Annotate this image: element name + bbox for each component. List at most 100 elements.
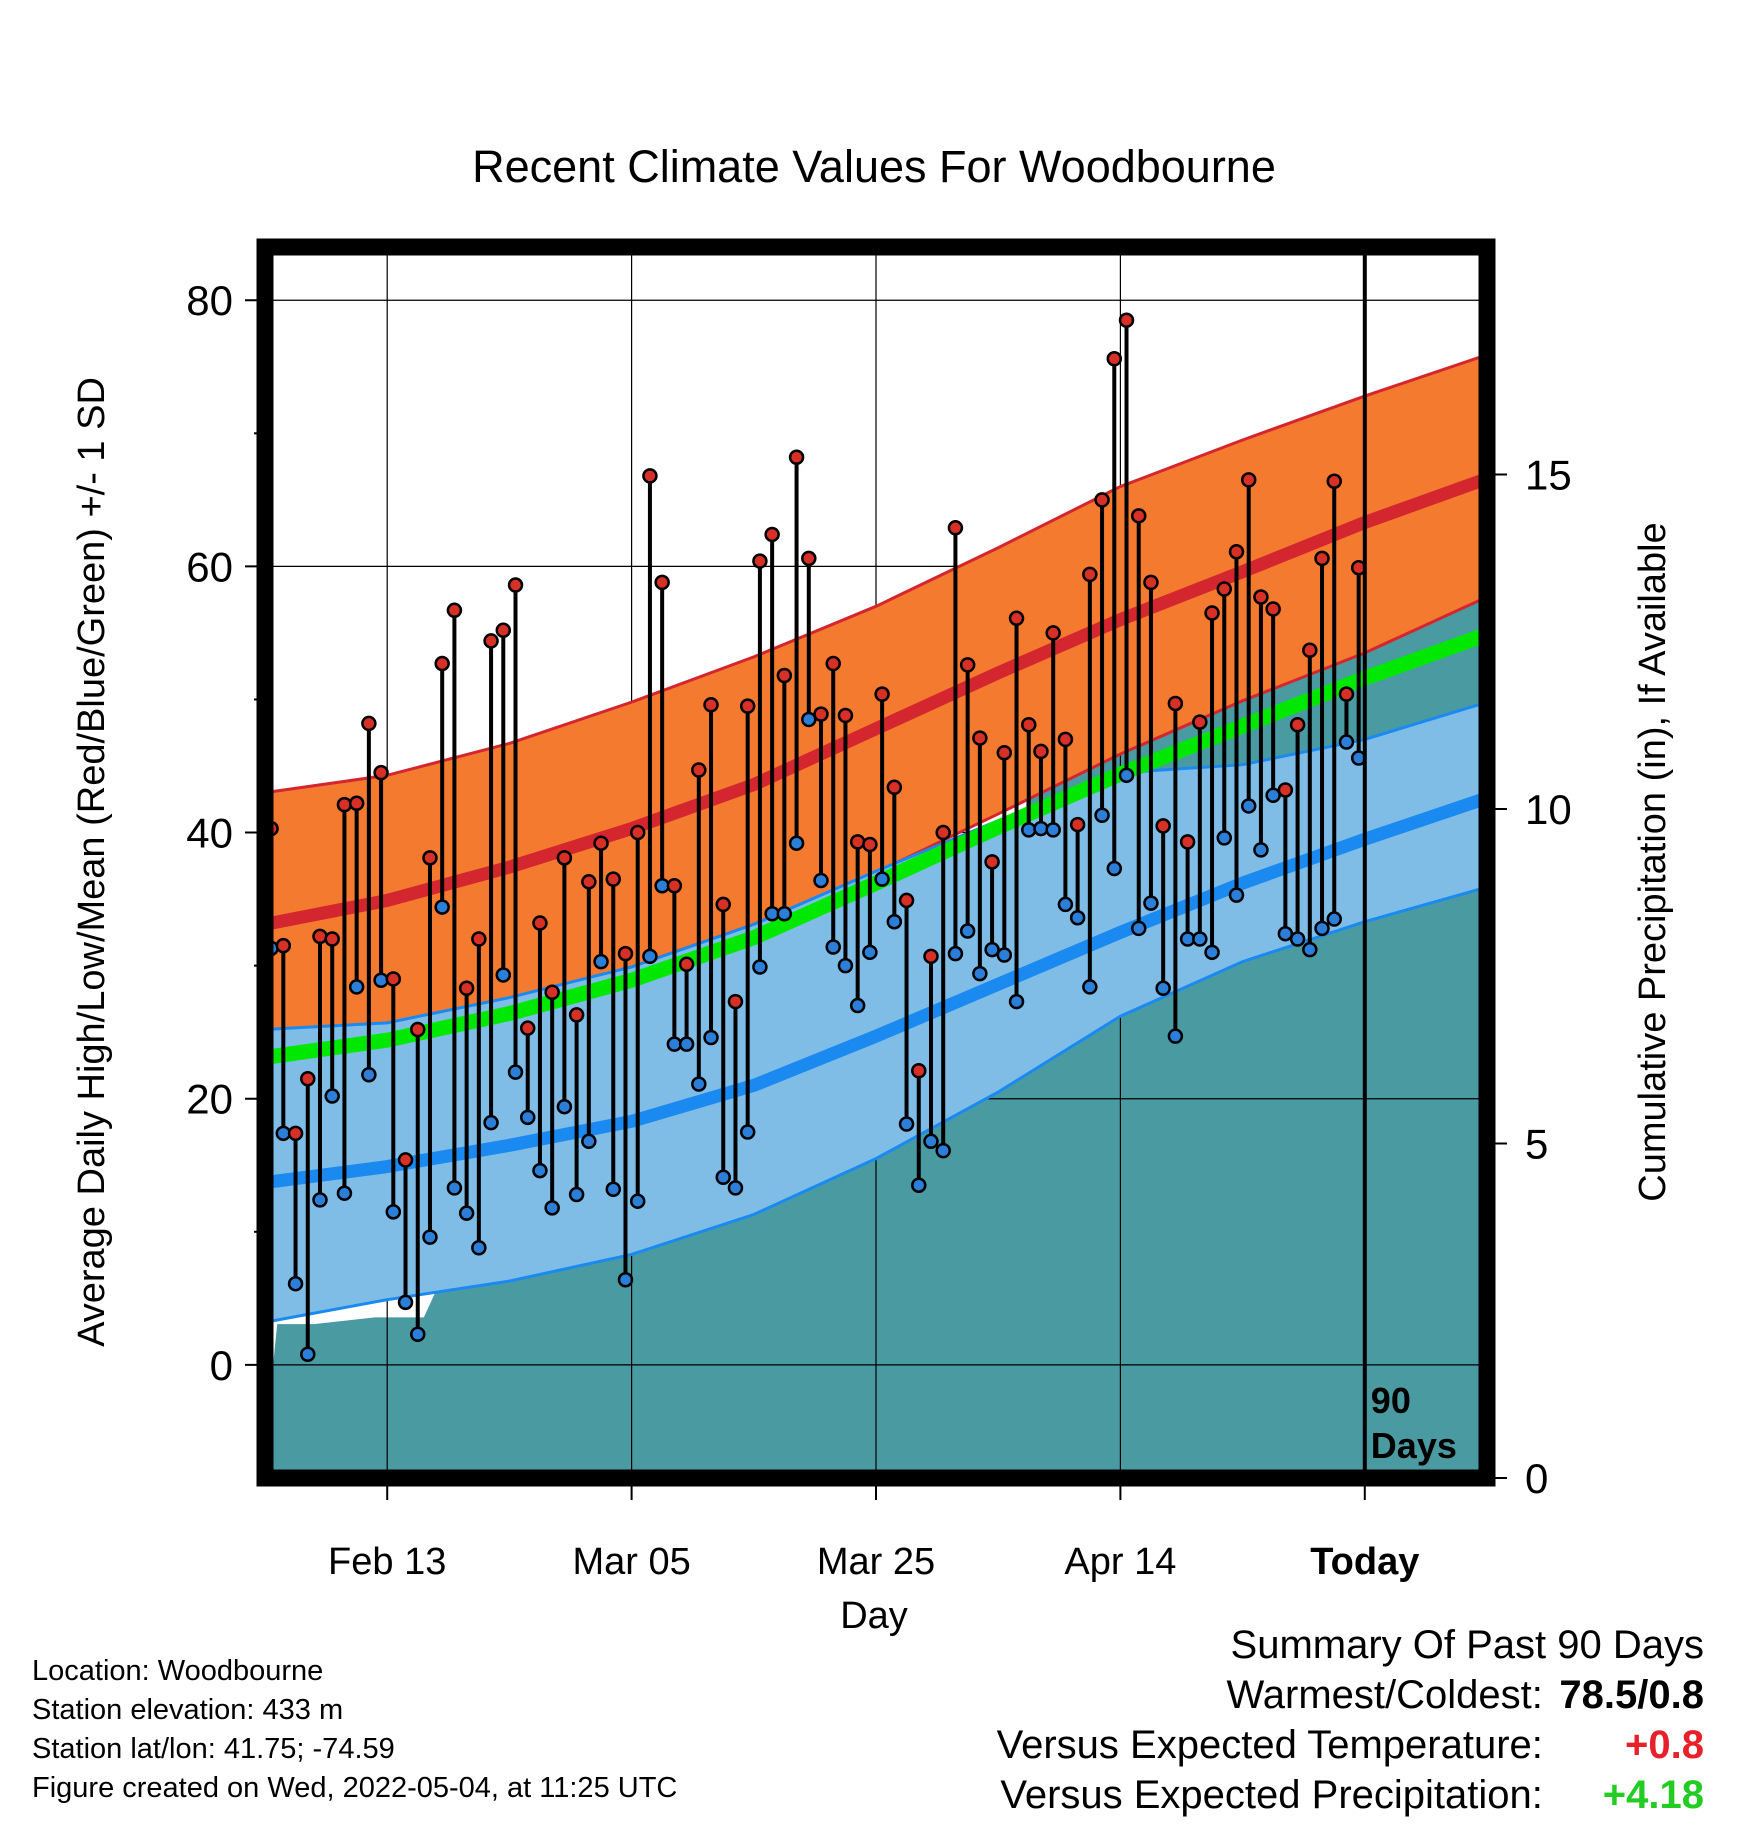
daily-low-point (642, 948, 658, 965)
daily-low-point (862, 944, 878, 961)
daily-low-point (911, 1177, 927, 1193)
daily-low-point (1253, 842, 1269, 858)
daily-high-point (739, 698, 756, 714)
daily-high-point (605, 871, 622, 887)
daily-high-point (1253, 589, 1269, 605)
daily-low-point (788, 835, 805, 851)
x-tick-label: Mar 25 (817, 1541, 935, 1583)
daily-low-point (984, 941, 1000, 958)
summary-temp: Versus Expected Temperature: +0.8 (997, 1720, 1704, 1770)
daily-high-point (361, 715, 377, 732)
daily-high-point (324, 931, 340, 947)
daily-high-point (1045, 625, 1061, 641)
daily-high-point (1240, 472, 1257, 488)
daily-low-point (544, 1200, 560, 1216)
x-axis-label: Day (840, 1595, 908, 1637)
figure-created: Figure created on Wed, 2022-05-04, at 11… (32, 1772, 678, 1804)
daily-low-point (1069, 909, 1086, 926)
daily-low-point (849, 997, 866, 1014)
daily-high-point (776, 667, 793, 684)
daily-high-point (300, 1071, 316, 1087)
daily-high-point (458, 980, 475, 997)
daily-low-point (373, 972, 389, 989)
x-tick-label: Today (1310, 1541, 1419, 1583)
daily-low-point (361, 1067, 377, 1083)
daily-high-point (568, 1007, 585, 1023)
daily-high-point (1302, 642, 1318, 658)
daily-low-point (348, 979, 365, 995)
normal-high-line (265, 472, 1487, 931)
daily-high-point (544, 984, 560, 1001)
y2-tick-label: 15 (1525, 451, 1572, 498)
daily-high-point (642, 468, 658, 484)
daily-low-point (886, 913, 903, 930)
daily-low-point (947, 945, 964, 962)
daily-low-point (532, 1162, 548, 1179)
daily-low-point (801, 711, 817, 728)
daily-high-point (1021, 717, 1037, 733)
daily-high-point (898, 892, 915, 909)
daily-high-point (1265, 601, 1281, 617)
daily-high-point (617, 945, 634, 962)
daily-low-point (898, 1116, 915, 1132)
daily-high-point (410, 1021, 426, 1038)
daily-high-point (1130, 508, 1147, 524)
daily-high-point (1082, 566, 1098, 583)
y2-tick-label: 10 (1525, 786, 1572, 833)
daily-low-point (324, 1088, 340, 1104)
daily-low-point (923, 1133, 939, 1150)
daily-high-point (446, 602, 463, 619)
daily-low-point (1265, 787, 1281, 804)
daily-high-point (1033, 743, 1049, 760)
daily-high-point (654, 574, 670, 591)
daily-high-point (1204, 605, 1220, 621)
chart-title: Recent Climate Values For Woodbourne (472, 141, 1276, 192)
daily-low-point (336, 1185, 353, 1201)
daily-high-point (1069, 816, 1086, 833)
normal-high-upper-edge (265, 353, 1487, 795)
y2-axis-label: Cumulative Precipitation (in), If Availa… (1632, 522, 1674, 1201)
daily-low-point (739, 1124, 756, 1140)
daily-high-point (837, 707, 854, 724)
daily-high-point (1277, 782, 1294, 798)
daily-low-point (385, 1204, 402, 1220)
daily-high-point (483, 633, 499, 649)
daily-high-point (972, 730, 988, 746)
daily-high-point (1228, 544, 1245, 560)
daily-high-point (1289, 717, 1306, 733)
daily-low-point (813, 872, 829, 889)
daily-low-point (1118, 767, 1135, 784)
daily-low-point (458, 1205, 475, 1221)
daily-low-point (1228, 887, 1245, 903)
summary-warm-cold: Warmest/Coldest: 78.5/0.8 (997, 1670, 1705, 1720)
y2-tick-label: 0 (1525, 1455, 1548, 1502)
daily-high-point (752, 553, 768, 569)
daily-low-point (972, 965, 988, 982)
daily-low-point (678, 1036, 695, 1052)
daily-high-point (715, 896, 731, 913)
y-tick-label: 60 (186, 543, 233, 590)
daily-high-point (727, 993, 744, 1010)
x-tick-label: Mar 05 (572, 1541, 690, 1583)
daily-high-point (1106, 351, 1123, 367)
station-info: Location: Woodbourne Station elevation: … (32, 1652, 677, 1808)
station-latlon: Station lat/lon: 41.75; -74.59 (32, 1733, 395, 1765)
daily-low-point (776, 905, 793, 922)
daily-low-point (703, 1029, 719, 1046)
daily-low-point (959, 923, 976, 939)
daily-low-point (519, 1109, 536, 1126)
daily-low-point (312, 1192, 328, 1208)
summary-precip: Versus Expected Precipitation: +4.18 (997, 1770, 1704, 1820)
normal-low-line (265, 791, 1487, 1190)
daily-high-point (911, 1063, 927, 1079)
daily-low-point (1289, 931, 1306, 947)
temp-anomaly-label: Versus Expected Temperature: (996, 1723, 1543, 1767)
y-tick-label: 20 (186, 1076, 233, 1123)
daily-low-point (483, 1114, 499, 1131)
daily-high-point (1008, 610, 1025, 627)
daily-high-point (1314, 550, 1330, 567)
daily-low-point (1021, 822, 1037, 838)
daily-high-point (874, 686, 890, 702)
today-label: 90 (1371, 1380, 1411, 1421)
daily-low-point (287, 1275, 304, 1292)
